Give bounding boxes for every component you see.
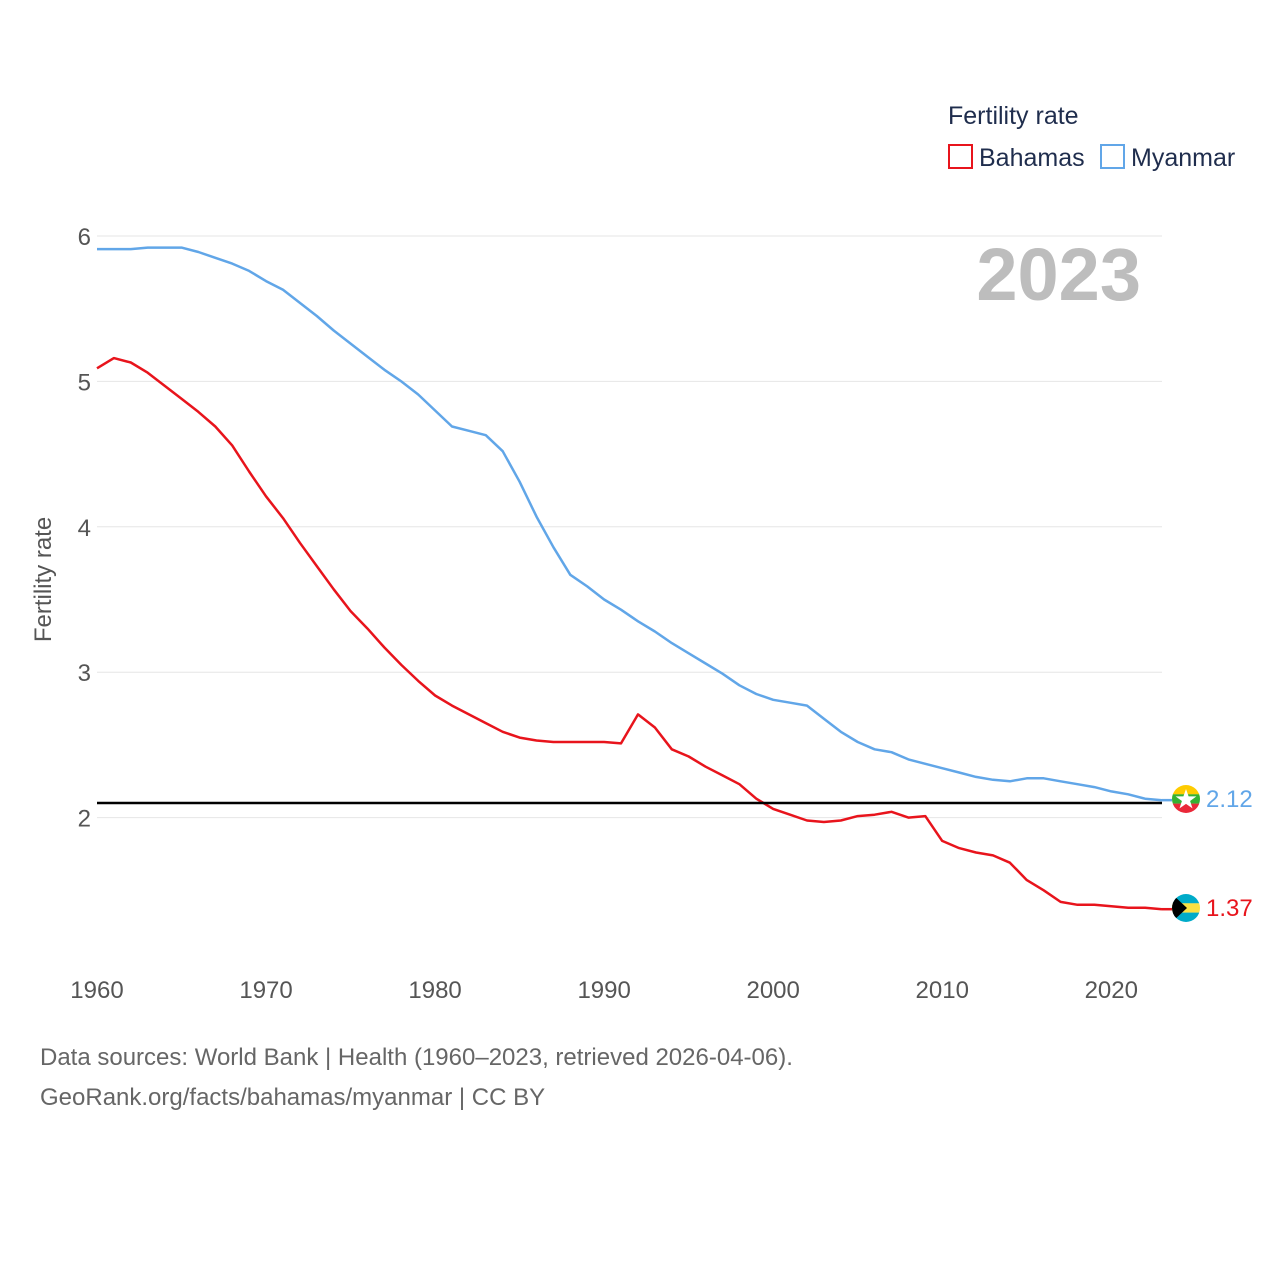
y-axis-title: Fertility rate [30,517,57,642]
y-tick-label: 4 [78,515,91,542]
bahamas-flag-icon [1172,894,1200,922]
legend-swatch-bahamas[interactable] [948,144,973,169]
series-lines [96,246,1172,911]
year-label: 2023 [976,233,1141,316]
end-value-bahamas: 1.37 [1206,895,1253,922]
legend-swatch-myanmar[interactable] [1100,144,1125,169]
legend-label-myanmar[interactable]: Myanmar [1131,144,1235,172]
source-line-1: Data sources: World Bank | Health (1960–… [40,1044,793,1071]
y-tick-label: 2 [78,806,91,833]
y-tick-label: 5 [78,369,91,396]
y-tick-label: 3 [78,660,91,687]
y-tick-label: 6 [78,224,91,251]
x-tick-label: 1990 [577,977,630,1004]
y-axis-ticks: 2 3 4 5 6 [78,224,91,833]
x-tick-label: 2010 [916,977,969,1004]
x-axis-ticks: 1960 1970 1980 1990 2000 2010 2020 [70,977,1138,1004]
series-line-myanmar[interactable] [97,246,1163,802]
end-value-myanmar: 2.12 [1206,786,1253,813]
series-line-bahamas[interactable] [96,356,1163,911]
gridlines [97,235,1162,819]
legend-title: Fertility rate [948,102,1079,130]
x-tick-label: 1960 [70,977,123,1004]
x-tick-label: 2020 [1085,977,1138,1004]
x-tick-label: 1970 [239,977,292,1004]
source-line-2[interactable]: GeoRank.org/facts/bahamas/myanmar | CC B… [40,1084,546,1111]
myanmar-flag-icon [1172,785,1200,813]
x-tick-label: 1980 [408,977,461,1004]
x-tick-label: 2000 [746,977,799,1004]
legend: Fertility rate Bahamas Myanmar [948,102,1235,172]
legend-label-bahamas[interactable]: Bahamas [979,144,1085,172]
